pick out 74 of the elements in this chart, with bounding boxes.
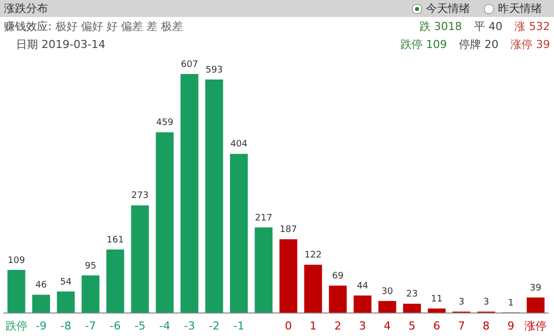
data-label: 109 <box>8 256 26 266</box>
bar <box>328 286 347 313</box>
bar <box>7 270 26 313</box>
bar <box>230 154 248 313</box>
bar <box>304 264 322 313</box>
data-label: 95 <box>84 261 96 272</box>
x-tick-label: -1 <box>233 319 244 332</box>
bar <box>403 304 421 313</box>
text: 今天情绪 <box>426 1 470 16</box>
bar <box>354 295 372 313</box>
data-label: 54 <box>60 277 72 288</box>
x-tick-label: 涨停 <box>524 319 547 332</box>
data-label: 217 <box>255 213 272 224</box>
x-tick-label: -9 <box>36 319 47 332</box>
x-tick-label: 8 <box>482 319 490 332</box>
bar <box>526 297 545 313</box>
bar <box>180 74 198 313</box>
text: 昨天情绪 <box>498 1 542 16</box>
data-label: 39 <box>530 283 542 294</box>
data-label: 607 <box>180 60 198 70</box>
text: 跌停 109 <box>400 37 447 52</box>
x-tick-label: 4 <box>384 319 391 332</box>
bar <box>32 294 50 313</box>
text: 跌 3018 <box>420 19 462 34</box>
data-label: 23 <box>406 290 418 300</box>
text: 极好 偏好 好 偏差 差 极差 <box>56 19 184 34</box>
data-label: 46 <box>35 280 48 291</box>
data-label: 3 <box>483 297 490 308</box>
text: 停牌 20 <box>459 37 498 52</box>
data-label: 273 <box>131 191 149 202</box>
text: 涨停 39 <box>510 37 550 52</box>
bar <box>131 205 149 313</box>
x-tick-label: 3 <box>359 319 366 332</box>
data-label: 122 <box>304 250 322 261</box>
bar <box>378 301 396 313</box>
x-tick-label: -5 <box>134 319 146 332</box>
bar <box>254 227 273 313</box>
bar <box>428 308 446 313</box>
data-label: 30 <box>382 286 394 297</box>
bar <box>279 239 298 313</box>
data-label: 1 <box>508 298 514 308</box>
text: 平 40 <box>474 19 502 34</box>
chart-subtitle: 日期 2019-03-14 <box>16 37 106 52</box>
x-tick-label: 跌停 <box>5 319 28 332</box>
x-tick-label: -7 <box>85 319 96 332</box>
bar <box>156 132 174 313</box>
data-label: 44 <box>356 281 369 292</box>
text: 赚钱效应: <box>4 19 52 34</box>
x-tick-label: -2 <box>208 319 220 332</box>
data-label: 3 <box>458 297 464 308</box>
bar <box>56 292 75 313</box>
chart-title: 涨跌分布 <box>4 1 49 16</box>
data-label: 69 <box>332 272 344 282</box>
data-label: 187 <box>280 225 297 236</box>
x-tick-label: 2 <box>334 319 342 332</box>
x-tick-label: 0 <box>284 319 292 332</box>
x-tick-label: 6 <box>433 319 440 332</box>
data-label: 161 <box>106 235 124 246</box>
x-tick-label: -6 <box>110 319 121 332</box>
x-tick-label: 7 <box>458 319 465 332</box>
bar <box>82 275 100 313</box>
bar <box>205 80 224 313</box>
bar <box>106 249 124 313</box>
x-tick-label: -8 <box>60 319 72 332</box>
x-tick-label: -3 <box>184 319 195 332</box>
text: 涨 532 <box>514 19 550 34</box>
x-tick-label: -4 <box>159 319 170 332</box>
x-tick-label: 5 <box>408 319 416 332</box>
data-label: 404 <box>230 140 248 150</box>
data-label: 11 <box>431 294 442 304</box>
data-label: 459 <box>156 118 174 128</box>
x-tick-label: 1 <box>310 319 317 332</box>
x-tick-label: 9 <box>507 319 514 332</box>
data-label: 593 <box>206 65 223 76</box>
